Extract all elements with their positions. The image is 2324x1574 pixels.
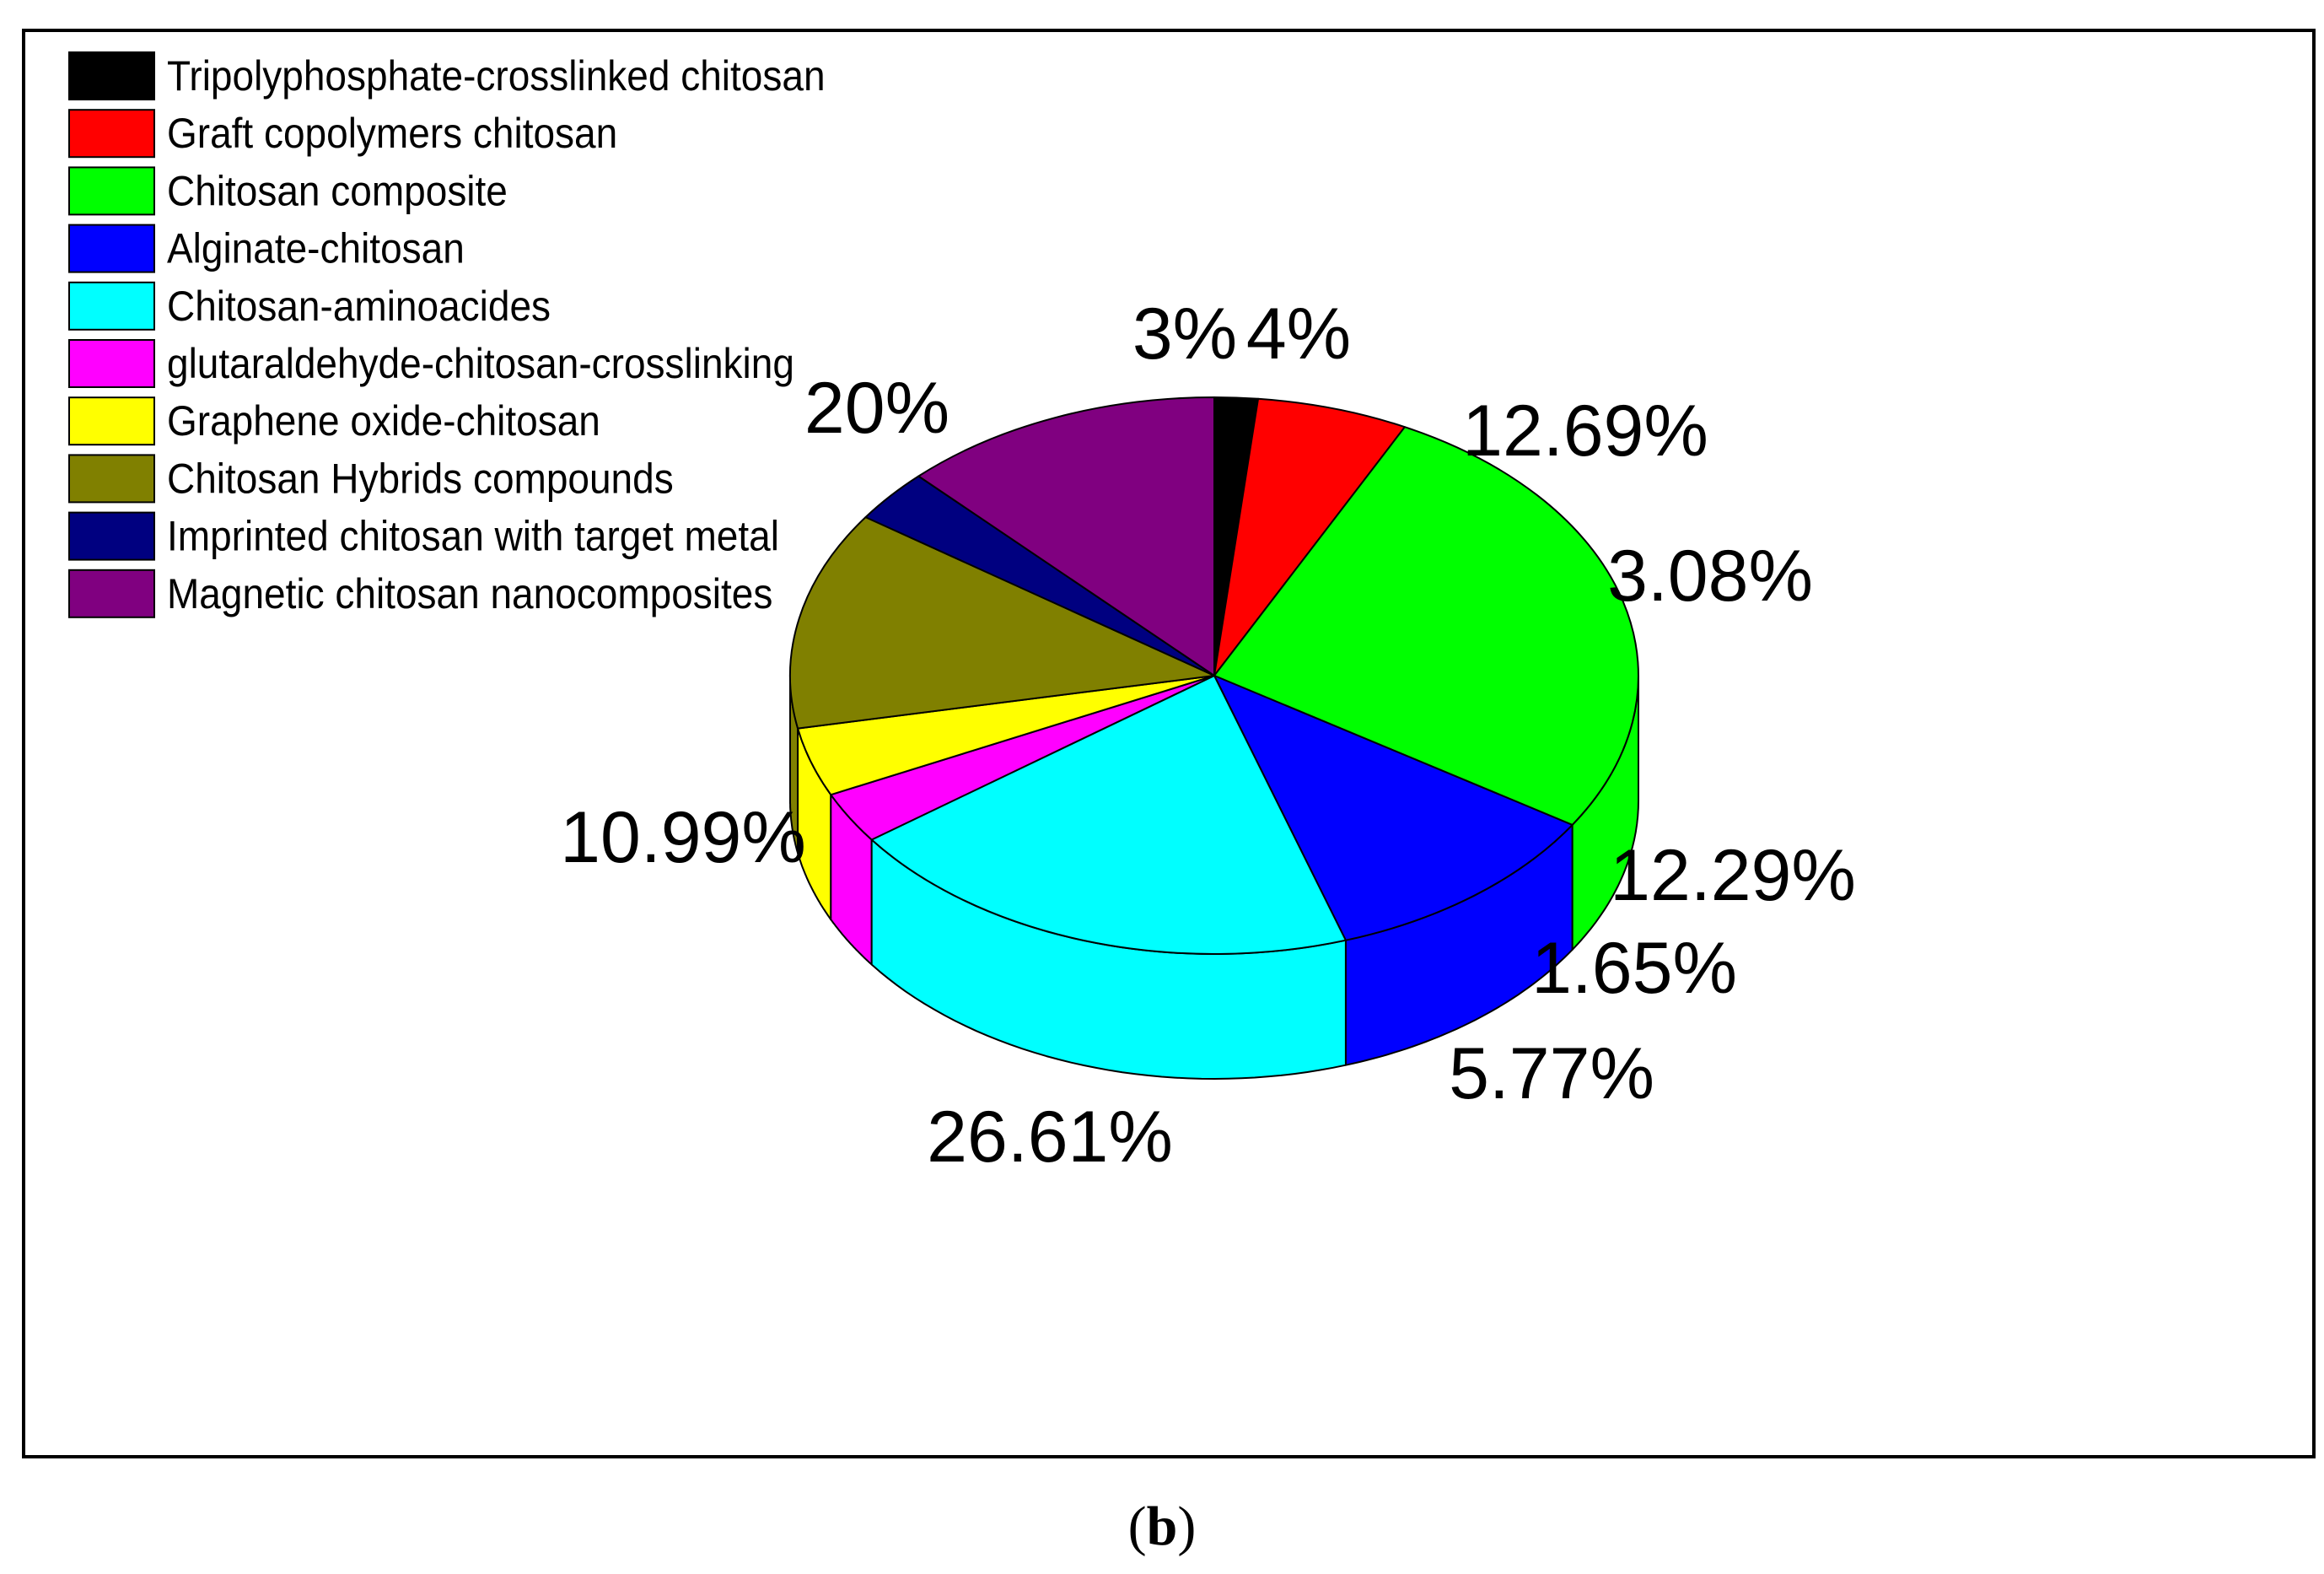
slice-label-chitosan-hybrids-compounds: 12.69%: [1462, 391, 1708, 472]
legend-swatch-imprinted-chitosan-with-target-metal: [68, 511, 155, 561]
slice-label-graphene-oxide-chitosan: 4%: [1246, 294, 1351, 375]
slice-label-glutaraldehyde-chitosan-crosslinking: 3%: [1132, 294, 1237, 375]
legend-label-chitosan-hybrids-compounds: Chitosan Hybrids compounds: [167, 456, 674, 503]
legend-swatch-chitosan-aminoacides: [68, 281, 155, 331]
legend-swatch-alginate-chitosan: [68, 224, 155, 273]
slice-label-chitosan-aminoacides: 20%: [804, 368, 950, 449]
legend-swatch-chitosan-hybrids-compounds: [68, 454, 155, 504]
percentage-labels: 1.65% 5.77% 26.61% 10.99% 20% 3% 4% 12.69% 3.08%…: [560, 294, 1856, 1178]
legend-label-imprinted-chitosan-with-target-metal: Imprinted chitosan with target metal: [167, 514, 779, 560]
legend: Tripolyphosphate-crosslinked chitosan Gra…: [68, 51, 826, 618]
legend-swatch-tripolyphosphate-crosslinked-chitosan: [68, 51, 155, 100]
legend-swatch-graphene-oxide-chitosan: [68, 396, 155, 446]
pie-slice-chitosan-aminoacides: [870, 675, 1347, 955]
panel-caption: (b): [1127, 1496, 1197, 1557]
slice-label-magnetic-chitosan-nanocomposites: 12.29%: [1610, 835, 1856, 916]
legend-label-alginate-chitosan: Alginate-chitosan: [167, 226, 465, 272]
pie-slice-chitosan-hybrids-compounds: [788, 516, 1215, 730]
slice-label-alginate-chitosan: 10.99%: [560, 797, 806, 878]
legend-label-magnetic-chitosan-nanocomposites: Magnetic chitosan nanocomposites: [167, 571, 772, 617]
pie-slice-graft-copolymers-chitosan: [1213, 397, 1406, 676]
panel-letter: b: [1146, 1496, 1178, 1557]
legend-swatch-graft-copolymers-chitosan: [68, 109, 155, 159]
legend-label-chitosan-aminoacides: Chitosan-aminoacides: [167, 283, 551, 330]
pie-slice-chitosan-composite: [1213, 426, 1639, 826]
pie-tops: [788, 396, 1639, 955]
pie-slice-magnetic-chitosan-nanocomposites: [917, 396, 1215, 676]
legend-label-graphene-oxide-chitosan: Graphene oxide-chitosan: [167, 398, 600, 445]
legend-swatch-glutaraldehyde-chitosan-crosslinking: [68, 339, 155, 388]
slice-label-chitosan-composite: 26.61%: [927, 1097, 1173, 1178]
legend-label-chitosan-composite: Chitosan composite: [167, 169, 508, 215]
legend-label-glutaraldehyde-chitosan-crosslinking: glutaraldehyde-chitosan-crosslinking: [167, 341, 794, 387]
slice-label-imprinted-chitosan-with-target-metal: 3.08%: [1607, 536, 1813, 617]
legend-label-graft-copolymers-chitosan: Graft copolymers chitosan: [167, 111, 617, 157]
legend-swatch-magnetic-chitosan-nanocomposites: [68, 569, 155, 618]
pie-slice-alginate-chitosan: [1213, 675, 1574, 941]
slice-label-tripolyphosphate-crosslinked-chitosan: 1.65%: [1531, 928, 1737, 1009]
legend-label-tripolyphosphate-crosslinked-chitosan: Tripolyphosphate-crosslinked chitosan: [167, 53, 826, 100]
slice-label-graft-copolymers-chitosan: 5.77%: [1449, 1033, 1654, 1114]
legend-swatch-chitosan-composite: [68, 166, 155, 216]
